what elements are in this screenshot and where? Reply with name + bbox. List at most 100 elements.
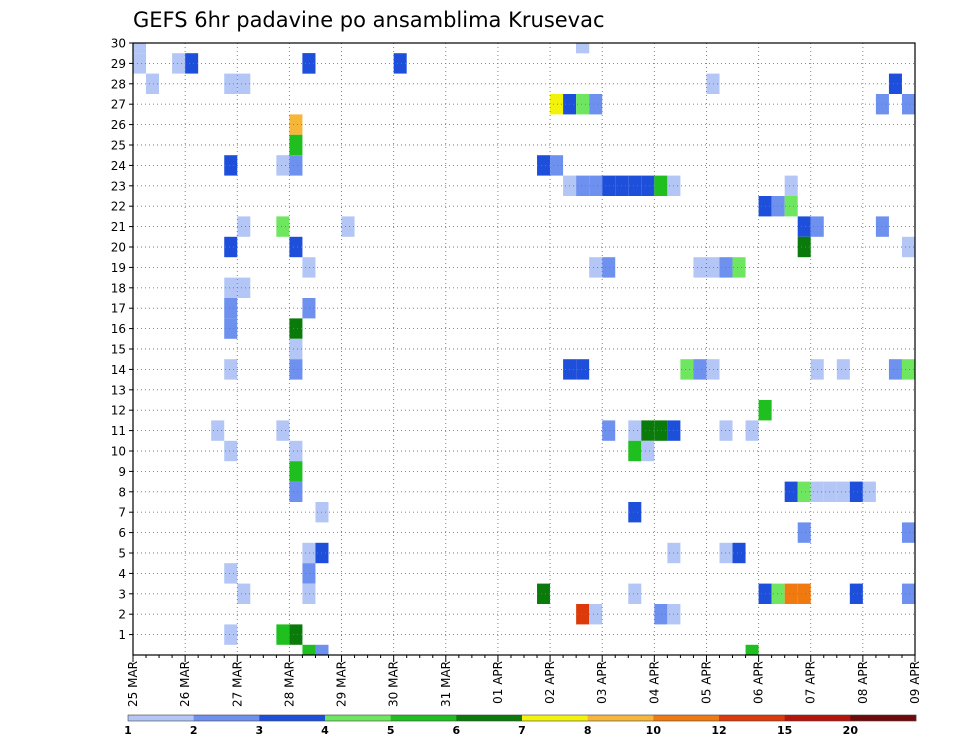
heatmap-cell [719, 542, 733, 564]
x-tick-label: 29 MAR [335, 661, 349, 707]
heatmap-cell [224, 298, 238, 319]
heatmap-cell [276, 420, 290, 441]
y-tick-label: 2 [118, 608, 126, 622]
colorbar-swatch [193, 715, 260, 721]
colorbar-swatch [456, 715, 523, 721]
colorbar-swatch [522, 715, 588, 721]
heatmap-cell [237, 73, 251, 94]
heatmap-cell [849, 481, 863, 502]
x-tick-label: 27 MAR [230, 661, 244, 707]
y-tick-label: 4 [118, 567, 126, 581]
y-tick-label: 13 [111, 383, 126, 397]
heatmap-cell [224, 155, 238, 176]
colorbar-frame [127, 714, 917, 722]
heatmap-cell [797, 522, 811, 543]
colorbar-label: 1 [124, 724, 132, 737]
y-axis: 1234567891011121314151617181920212223242… [111, 37, 133, 642]
heatmap-cell [146, 73, 160, 94]
x-tick-label: 05 APR [699, 661, 713, 704]
colorbar-swatch [653, 715, 720, 721]
heatmap-cell [224, 359, 238, 380]
colorbar-label: 8 [584, 724, 592, 737]
y-tick-label: 26 [111, 118, 126, 132]
heatmap-cell [628, 583, 642, 604]
y-tick-label: 6 [118, 526, 126, 540]
heatmap-cell [576, 43, 590, 54]
grid-lines [133, 43, 915, 655]
heatmap-cell [628, 502, 642, 523]
heatmap-cell [784, 175, 798, 196]
x-tick-label: 28 MAR [282, 661, 296, 707]
heatmap-cell [276, 155, 290, 176]
chart-title: GEFS 6hr padavine po ansamblima Krusevac [133, 8, 605, 32]
heatmap-cell [732, 257, 746, 278]
heatmap-cell [797, 236, 811, 258]
y-tick-label: 23 [111, 179, 126, 193]
heatmap-cell [133, 43, 147, 54]
cell-layer [133, 43, 915, 655]
y-tick-label: 12 [111, 404, 126, 418]
heatmap-cell [628, 175, 642, 196]
heatmap-cell [133, 53, 147, 74]
colorbar-label: 3 [256, 724, 264, 737]
colorbar: 1 2 3 4 5 6 7 8 10 12 15 20 [124, 714, 917, 737]
y-tick-label: 20 [111, 241, 126, 255]
heatmap-cell [289, 461, 303, 482]
heatmap-cell [237, 216, 251, 237]
heatmap-cell [576, 604, 590, 625]
heatmap-cell [628, 420, 642, 441]
heatmap-cell [628, 440, 642, 462]
heatmap-cell [289, 440, 303, 462]
heatmap-cell [745, 420, 759, 441]
heatmap-cell [224, 440, 238, 462]
heatmap-cell [289, 338, 303, 360]
x-tick-label: 26 MAR [178, 661, 192, 707]
heatmap-cell [289, 481, 303, 502]
heatmap-cell [797, 216, 811, 237]
y-tick-label: 24 [111, 159, 126, 173]
heatmap-cell [641, 175, 655, 196]
heatmap-cell [602, 257, 616, 278]
heatmap-cell [602, 175, 616, 196]
y-tick-label: 25 [111, 139, 126, 153]
heatmap-cell [797, 583, 811, 604]
y-tick-label: 19 [111, 261, 126, 275]
colorbar-label: 12 [711, 724, 726, 737]
heatmap-cell [302, 563, 316, 584]
y-tick-label: 27 [111, 98, 126, 112]
colorbar-label: 7 [518, 724, 526, 737]
heatmap-cell [276, 624, 290, 645]
x-axis: 25 MAR 26 MAR 27 MAR 28 MAR 29 MAR 30 MAR 31 M… [126, 655, 922, 707]
heatmap-cell [289, 114, 303, 135]
y-tick-label: 21 [111, 220, 126, 234]
y-tick-label: 18 [111, 281, 126, 295]
colorbar-label: 6 [453, 724, 461, 737]
heatmap-cell [550, 94, 564, 115]
y-tick-label: 5 [118, 547, 126, 561]
heatmap-cell [836, 359, 850, 380]
colorbar-swatch [128, 715, 194, 721]
heatmap-cell [576, 359, 590, 380]
heatmap-cell [302, 257, 316, 278]
heatmap-cell [289, 318, 303, 339]
heatmap-cell [237, 583, 251, 604]
heatmap-cell [654, 175, 668, 196]
heatmap-cell [875, 216, 889, 237]
heatmap-cell [784, 583, 798, 604]
colorbar-label: 2 [190, 724, 198, 737]
x-tick-label: 09 APR [908, 661, 922, 704]
heatmap-cell [693, 257, 707, 278]
heatmap-cell [576, 94, 590, 115]
heatmap-cell [589, 257, 603, 278]
y-tick-label: 8 [118, 485, 126, 499]
heatmap-cell [901, 583, 915, 604]
heatmap-cell [888, 73, 902, 94]
heatmap-cell [745, 644, 759, 655]
colorbar-label: 5 [387, 724, 395, 737]
heatmap-cell [680, 359, 694, 380]
heatmap-cell [784, 481, 798, 502]
heatmap-cell [537, 583, 551, 604]
heatmap-cell [797, 481, 811, 502]
heatmap-cell [315, 644, 329, 655]
